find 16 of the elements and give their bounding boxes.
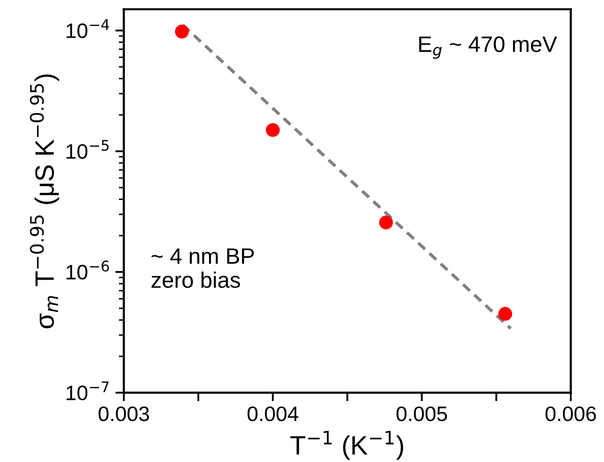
y-tick-label: 10$^{−5}$ <box>66 140 109 159</box>
y-tick-label: 10$^{−7}$ <box>66 382 109 400</box>
y-tick-label: 10$^{−4}$ <box>66 19 110 38</box>
point <box>175 24 189 38</box>
x-tick-label: 0.004 <box>248 406 298 422</box>
point <box>498 306 512 321</box>
point <box>266 123 280 137</box>
x-tick-label: 0.005 <box>396 406 447 422</box>
annotation: E$_{g}$ ~ 470 meV <box>419 36 558 59</box>
x-axis-title: T$^{−1}$ (K$^{−1}$) <box>290 430 404 460</box>
x-tick-label: 0.006 <box>546 406 596 422</box>
annotation: ~ 4 nm BP zero bias <box>152 248 254 288</box>
y-axis-title: σ$_{m}$ T$^{−0.95}$ (μS K$^{−0.95}$) <box>30 74 60 328</box>
point <box>379 216 393 230</box>
x-tick-label: 0.003 <box>98 406 149 422</box>
y-tick-label: 10$^{−6}$ <box>66 260 109 280</box>
